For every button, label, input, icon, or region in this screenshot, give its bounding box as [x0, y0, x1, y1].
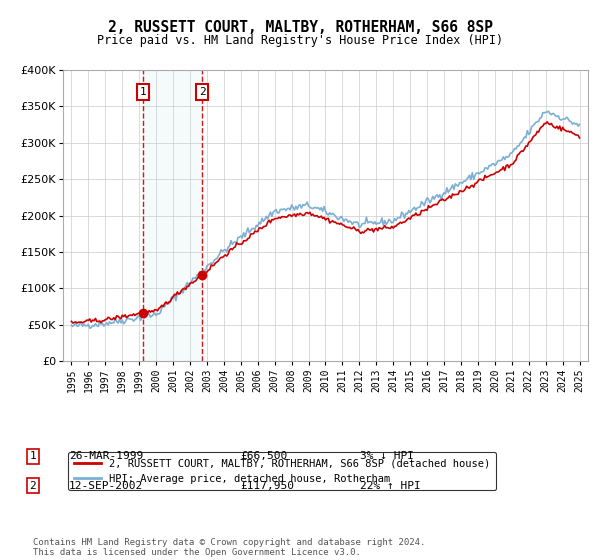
Legend: 2, RUSSETT COURT, MALTBY, ROTHERHAM, S66 8SP (detached house), HPI: Average pric: 2, RUSSETT COURT, MALTBY, ROTHERHAM, S66…: [68, 452, 496, 490]
Text: 26-MAR-1999: 26-MAR-1999: [69, 451, 143, 461]
Text: 1: 1: [29, 451, 37, 461]
Bar: [143, 70, 202, 361]
Text: 2, RUSSETT COURT, MALTBY, ROTHERHAM, S66 8SP: 2, RUSSETT COURT, MALTBY, ROTHERHAM, S66…: [107, 20, 493, 35]
Text: Contains HM Land Registry data © Crown copyright and database right 2024.
This d: Contains HM Land Registry data © Crown c…: [33, 538, 425, 557]
Text: 22% ↑ HPI: 22% ↑ HPI: [360, 480, 421, 491]
Text: 12-SEP-2002: 12-SEP-2002: [69, 480, 143, 491]
Text: 1: 1: [140, 87, 146, 97]
Text: 2: 2: [29, 480, 37, 491]
Text: Price paid vs. HM Land Registry's House Price Index (HPI): Price paid vs. HM Land Registry's House …: [97, 34, 503, 46]
Text: £66,500: £66,500: [240, 451, 287, 461]
Text: £117,950: £117,950: [240, 480, 294, 491]
Text: 2: 2: [199, 87, 205, 97]
Text: 3% ↓ HPI: 3% ↓ HPI: [360, 451, 414, 461]
